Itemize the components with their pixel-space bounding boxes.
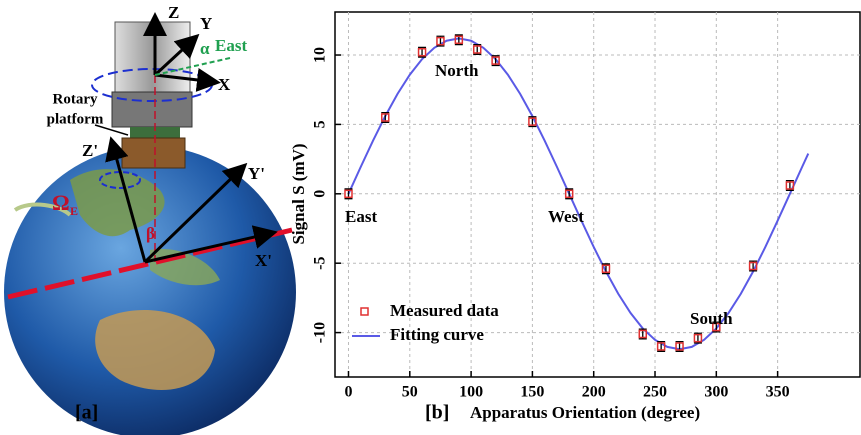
- x-tick-label: 350: [766, 384, 790, 401]
- x-tick-label: 200: [582, 384, 606, 401]
- data-point: [693, 333, 703, 343]
- label: X: [218, 75, 231, 94]
- data-point: [564, 189, 574, 199]
- apparatus-base: [111, 91, 193, 128]
- label: East: [215, 36, 247, 55]
- legend-marker: [360, 307, 369, 316]
- annotation: North: [435, 61, 479, 80]
- data-point: [436, 36, 445, 46]
- legend-label: Fitting curve: [390, 325, 484, 344]
- data-point: [472, 45, 482, 54]
- data-point: [638, 329, 648, 339]
- data-point: [712, 322, 721, 332]
- y-tick-label: 5: [312, 120, 329, 128]
- x-tick-label: 100: [459, 384, 483, 401]
- label: β: [146, 224, 155, 243]
- label: Z: [168, 3, 179, 22]
- annotation: East: [345, 207, 377, 226]
- data-point: [675, 342, 684, 351]
- data-point: [491, 56, 500, 65]
- globe: [4, 146, 296, 435]
- land: [13, 202, 72, 217]
- data-point: [601, 264, 611, 273]
- panel-label: [b]: [425, 402, 449, 424]
- panel-label: [a]: [75, 402, 98, 424]
- label: α: [200, 39, 210, 58]
- x-tick-label: 150: [520, 384, 544, 401]
- label: Y: [200, 14, 212, 33]
- annotation: South: [690, 309, 733, 328]
- globe-diagram: [4, 12, 296, 435]
- east-arrow: [154, 57, 231, 76]
- label: Y': [248, 164, 265, 183]
- diagram-labels: Z Y X α East Rotary platform Z' Y' X' Ω …: [47, 3, 272, 424]
- label: Ω: [52, 190, 70, 215]
- legend-label: Measured data: [390, 301, 499, 320]
- label: E: [70, 204, 78, 218]
- land: [70, 169, 165, 237]
- leader: [94, 124, 129, 136]
- x-axis-title: Apparatus Orientation (degree): [470, 403, 700, 422]
- data-point: [528, 117, 537, 126]
- y-tick-label: 10: [312, 47, 329, 63]
- data-point: [454, 35, 464, 45]
- data-point: [656, 342, 666, 351]
- data-point: [748, 261, 758, 271]
- data-point: [344, 189, 353, 199]
- data-point: [417, 47, 427, 57]
- y-tick-label: -10: [312, 322, 329, 343]
- plot-frame: [334, 11, 861, 378]
- y-tick-label: 0: [312, 190, 329, 198]
- x-tick-label: 0: [344, 384, 352, 401]
- label: Rotary: [53, 91, 98, 107]
- x-tick-label: 300: [704, 384, 728, 401]
- rotary-platform: [121, 137, 186, 169]
- x-tick-label: 250: [643, 384, 667, 401]
- y-tick-label: -5: [312, 257, 329, 270]
- annotation: West: [548, 207, 584, 226]
- data-point: [381, 113, 390, 122]
- y-axis-title: Signal S (mV): [289, 143, 308, 244]
- rotation-axis: [7, 227, 293, 300]
- arrows: [105, 12, 278, 264]
- label: platform: [47, 111, 104, 127]
- apparatus: [114, 21, 191, 93]
- data-point: [785, 181, 795, 190]
- label: X': [255, 251, 272, 270]
- label: Z': [82, 141, 98, 160]
- land: [95, 310, 215, 390]
- x-tick-label: 50: [402, 384, 418, 401]
